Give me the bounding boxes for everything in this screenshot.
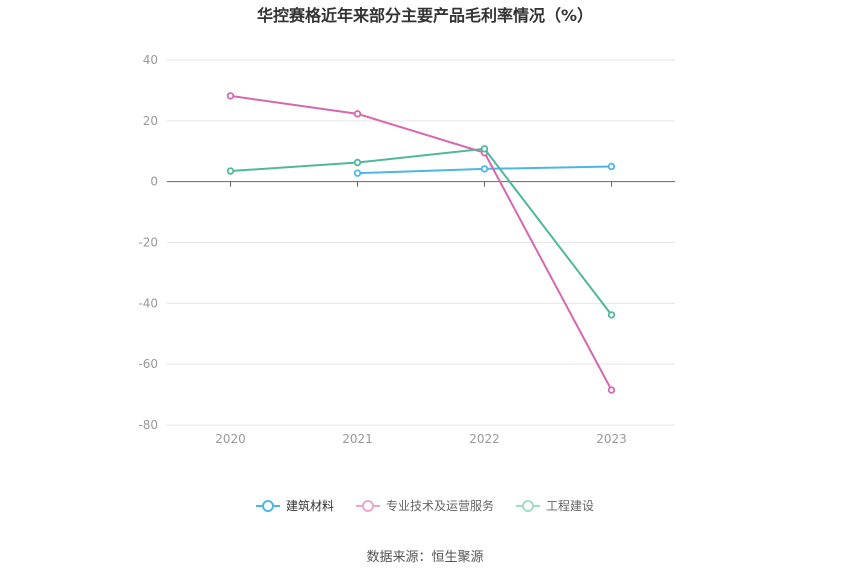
data-point — [607, 311, 616, 319]
data-point — [353, 169, 362, 177]
legend-item-engineering-construction[interactable]: 工程建设 — [516, 497, 594, 514]
legend-label: 建筑材料 — [285, 499, 334, 513]
legend-marker-icon — [355, 499, 380, 512]
y-tick-label: -80 — [138, 418, 158, 432]
series-lines — [226, 92, 616, 394]
series-line — [230, 147, 613, 316]
x-tick-label: 2021 — [342, 432, 373, 446]
x-tick-label: 2020 — [215, 432, 246, 446]
data-point — [226, 167, 235, 175]
series-line — [230, 94, 613, 391]
data-point — [607, 162, 616, 171]
line-chart: 40 20 0 -20 -40 -60 -80 2020 2021 2022 2023 — [138, 53, 675, 446]
source-note: 数据来源：恒生聚源 — [366, 550, 484, 565]
legend-item-building-materials[interactable]: 建筑材料 — [255, 497, 334, 514]
legend-label: 专业技术及运营服务 — [385, 499, 494, 513]
data-point — [607, 386, 616, 394]
legend-marker-icon — [255, 499, 280, 512]
y-tick-label: -20 — [138, 236, 158, 250]
legend-label: 工程建设 — [546, 499, 595, 513]
legend-marker-icon — [516, 499, 540, 512]
data-point — [480, 165, 489, 173]
grid-lines — [167, 59, 675, 426]
series-2 — [226, 145, 616, 319]
legend: 建筑材料 专业技术及运营服务 工程建设 — [0, 497, 850, 514]
y-tick-label: -60 — [138, 357, 158, 371]
series-0 — [353, 162, 616, 177]
data-point — [353, 110, 362, 118]
data-point — [226, 92, 235, 100]
data-point — [353, 158, 362, 167]
x-tick-label: 2023 — [596, 432, 627, 446]
x-tick-label: 2022 — [469, 432, 500, 446]
legend-item-professional-services[interactable]: 专业技术及运营服务 — [355, 497, 494, 514]
y-tick-label: 20 — [143, 114, 158, 128]
y-tick-label: -40 — [138, 296, 158, 310]
y-tick-label: 0 — [150, 175, 158, 189]
chart-title: 华控赛格近年来部分主要产品毛利率情况（%） — [256, 6, 594, 25]
x-axis-ticks: 2020 2021 2022 2023 — [215, 181, 627, 446]
y-tick-label: 40 — [143, 53, 158, 67]
y-axis-ticks: 40 20 0 -20 -40 -60 -80 — [138, 53, 158, 432]
data-point — [480, 145, 489, 153]
